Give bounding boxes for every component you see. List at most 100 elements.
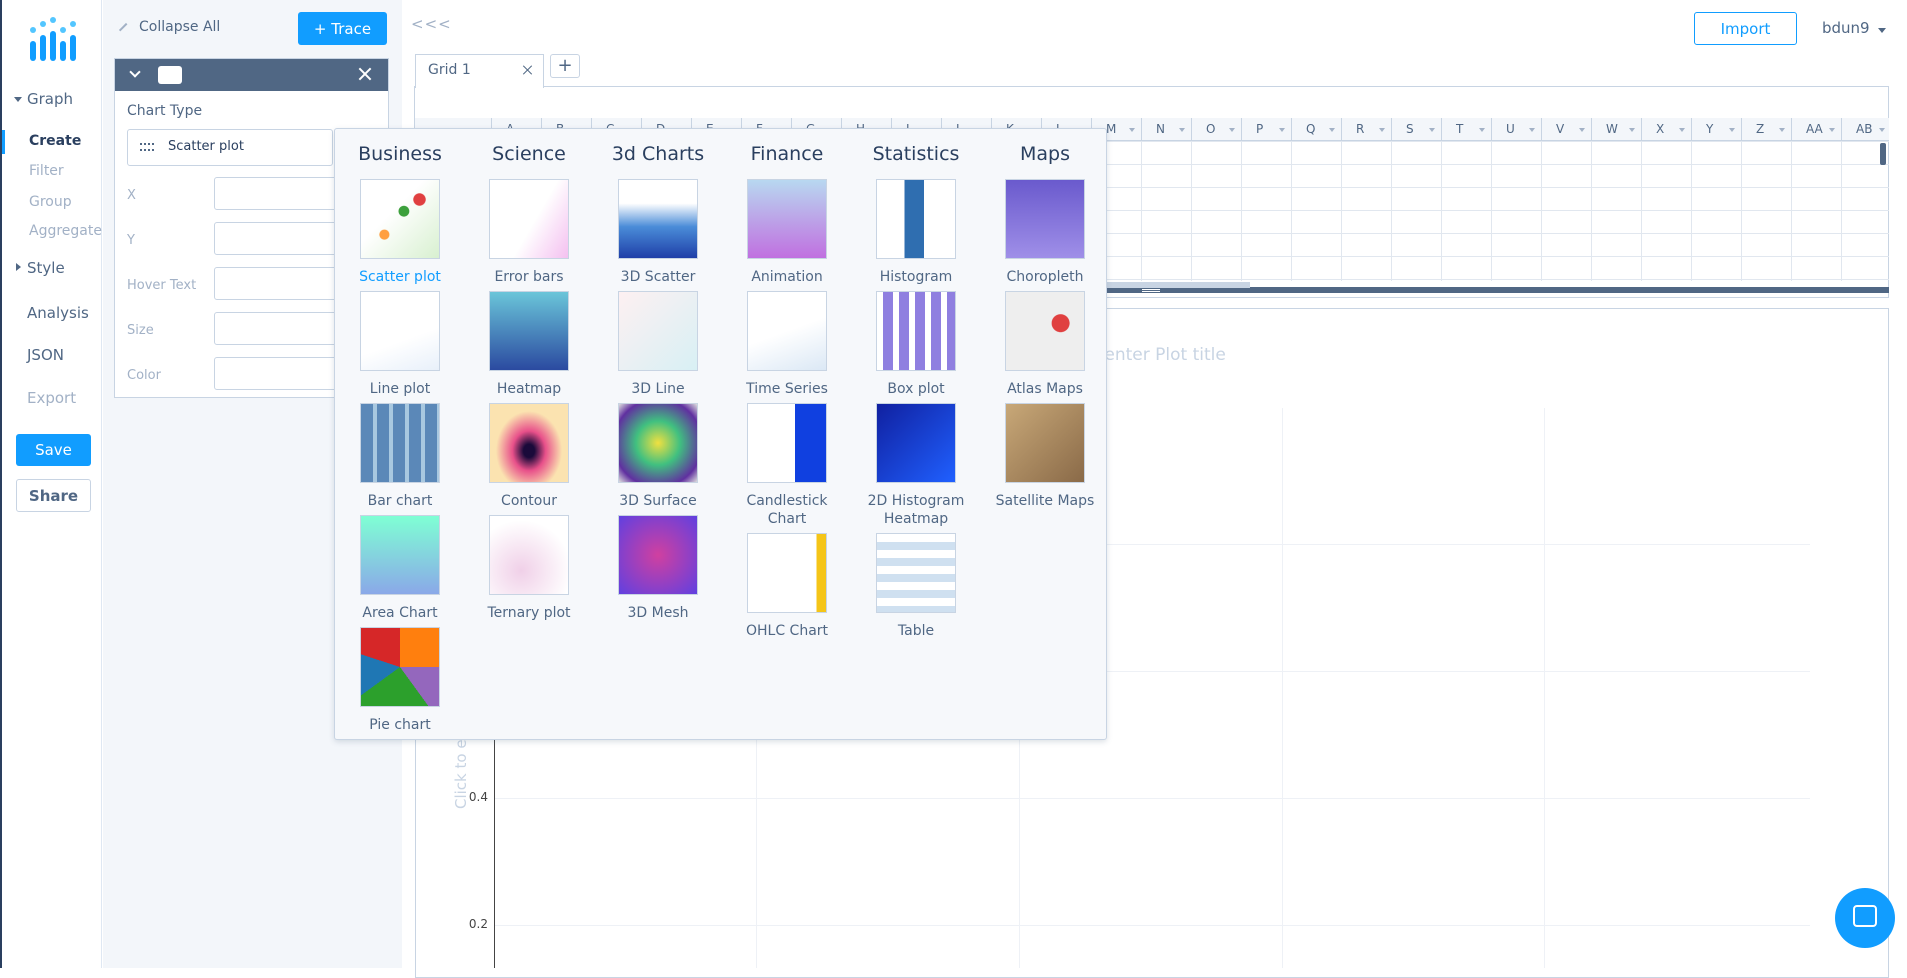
chart-option[interactable]: Error bars — [470, 179, 588, 286]
y-tick-label: 0.4 — [468, 790, 488, 804]
caret — [14, 97, 22, 102]
chevron[interactable] — [129, 66, 141, 78]
chart-option-label: Pie chart — [369, 717, 431, 733]
logo-bar — [40, 35, 46, 61]
field-label: Y — [127, 233, 135, 248]
column-caret — [1829, 128, 1835, 132]
import-button[interactable]: Import — [1694, 12, 1797, 45]
chart-option-label: Contour — [501, 493, 557, 509]
chart-option[interactable]: Satellite Maps — [986, 403, 1104, 510]
chart-option-label: Ternary plot — [487, 605, 571, 621]
category-column: Scatter plot Line plot Bar chart Area Chart… — [341, 179, 459, 739]
chart-option[interactable]: 2D Histogram Heatmap — [857, 403, 975, 528]
nav-item[interactable]: Filter — [29, 163, 64, 179]
chart-option[interactable]: 3D Scatter — [599, 179, 717, 286]
y-tick-label: 0.2 — [468, 917, 488, 931]
column-name: T — [1456, 122, 1464, 136]
column-header[interactable]: V — [1541, 118, 1591, 141]
nav-analysis[interactable]: Analysis — [27, 304, 89, 322]
chart-option[interactable]: 3D Surface — [599, 403, 717, 510]
chart-option[interactable]: Histogram — [857, 179, 975, 286]
column-header[interactable]: N — [1141, 118, 1191, 141]
column-line — [1841, 141, 1842, 281]
trace-header — [115, 59, 388, 91]
chart-type-select[interactable]: Scatter plot — [127, 129, 333, 166]
chart-option-label: OHLC Chart — [745, 623, 829, 639]
category-column: Histogram Box plot 2D Histogram Heatmap Tab… — [857, 179, 975, 645]
grid-tab[interactable]: Grid 1 — [415, 54, 544, 88]
chart-option[interactable]: Area Chart — [341, 515, 459, 622]
chart-picker: Business Scatter plot Line plot Bar chart Ar… — [334, 128, 1107, 740]
chart-option[interactable]: Time Series — [728, 291, 846, 398]
category-column: Error bars Heatmap Contour Ternary plot — [470, 179, 588, 627]
chart-option-label: Line plot — [369, 381, 431, 397]
column-header[interactable]: U — [1491, 118, 1541, 141]
chart-type-label: Chart Type — [127, 103, 203, 119]
chart-option[interactable]: Ternary plot — [470, 515, 588, 622]
chart-option[interactable]: Atlas Maps — [986, 291, 1104, 398]
nav-item[interactable]: Create — [29, 133, 82, 149]
nav-item[interactable]: Aggregate — [29, 223, 102, 239]
column-header[interactable]: Y — [1691, 118, 1741, 141]
field-label: Size — [127, 323, 154, 338]
column-header[interactable]: W — [1591, 118, 1641, 141]
collapse-all[interactable]: Collapse All — [139, 19, 221, 35]
category-title: 3d Charts — [611, 143, 705, 165]
chart-option[interactable]: Heatmap — [470, 291, 588, 398]
column-header[interactable]: R — [1341, 118, 1391, 141]
thumbnail — [1005, 403, 1085, 483]
column-header[interactable]: P — [1241, 118, 1291, 141]
row-line — [415, 279, 1889, 280]
chart-option[interactable]: Candlestick Chart — [728, 403, 846, 528]
add-tab[interactable]: + — [550, 54, 580, 78]
select-value: Scatter plot — [168, 139, 244, 154]
chart-option[interactable]: Scatter plot — [341, 179, 459, 286]
column-header[interactable]: Q — [1291, 118, 1341, 141]
column-header[interactable]: O — [1191, 118, 1241, 141]
nav-style[interactable]: Style — [27, 259, 65, 277]
column-header[interactable]: AB — [1841, 118, 1891, 141]
column-caret — [1429, 128, 1435, 132]
close-icon[interactable] — [357, 66, 373, 82]
chart-option[interactable]: Pie chart — [341, 627, 459, 734]
column-name: X — [1656, 122, 1665, 136]
nav-item[interactable]: Group — [29, 194, 72, 210]
add-trace-button[interactable]: + Trace — [298, 12, 387, 45]
nav-export[interactable]: Export — [27, 389, 77, 407]
category-title: Science — [492, 143, 566, 165]
column-header[interactable]: AA — [1791, 118, 1841, 141]
nav-graph[interactable]: Graph — [27, 90, 74, 108]
chart-option[interactable]: Choropleth — [986, 179, 1104, 286]
collapse-panel[interactable]: <<< — [411, 15, 452, 33]
chart-option[interactable]: Contour — [470, 403, 588, 510]
column-line — [1341, 141, 1342, 281]
chart-option[interactable]: 3D Line — [599, 291, 717, 398]
user-menu[interactable]: bdun9 — [1822, 19, 1870, 37]
column-header[interactable]: S — [1391, 118, 1441, 141]
column-header[interactable]: Z — [1741, 118, 1791, 141]
active-bar — [2, 130, 5, 154]
column-caret — [1629, 128, 1635, 132]
column-header[interactable]: T — [1441, 118, 1491, 141]
chart-option[interactable]: Line plot — [341, 291, 459, 398]
chat-button[interactable] — [1835, 888, 1895, 948]
chart-option[interactable]: 3D Mesh — [599, 515, 717, 622]
share-button[interactable]: Share — [16, 479, 91, 512]
column-name: O — [1206, 122, 1216, 136]
chart-option[interactable]: OHLC Chart — [728, 533, 846, 640]
chart-option[interactable]: Bar chart — [341, 403, 459, 510]
chart-option-label: Table — [897, 623, 935, 639]
column-caret — [1679, 128, 1685, 132]
tab-close[interactable] — [522, 64, 534, 76]
chart-option[interactable]: Table — [857, 533, 975, 640]
chart-option-label: Candlestick Chart — [746, 493, 828, 527]
chart-option[interactable]: Box plot — [857, 291, 975, 398]
row-line — [415, 141, 1889, 142]
category-column: Choropleth Atlas Maps Satellite Maps — [986, 179, 1104, 515]
save-button[interactable]: Save — [16, 434, 91, 466]
thumbnail — [1005, 179, 1085, 259]
category-title: Business — [358, 143, 442, 165]
chart-option[interactable]: Animation — [728, 179, 846, 286]
nav-json[interactable]: JSON — [27, 346, 64, 364]
column-header[interactable]: X — [1641, 118, 1691, 141]
